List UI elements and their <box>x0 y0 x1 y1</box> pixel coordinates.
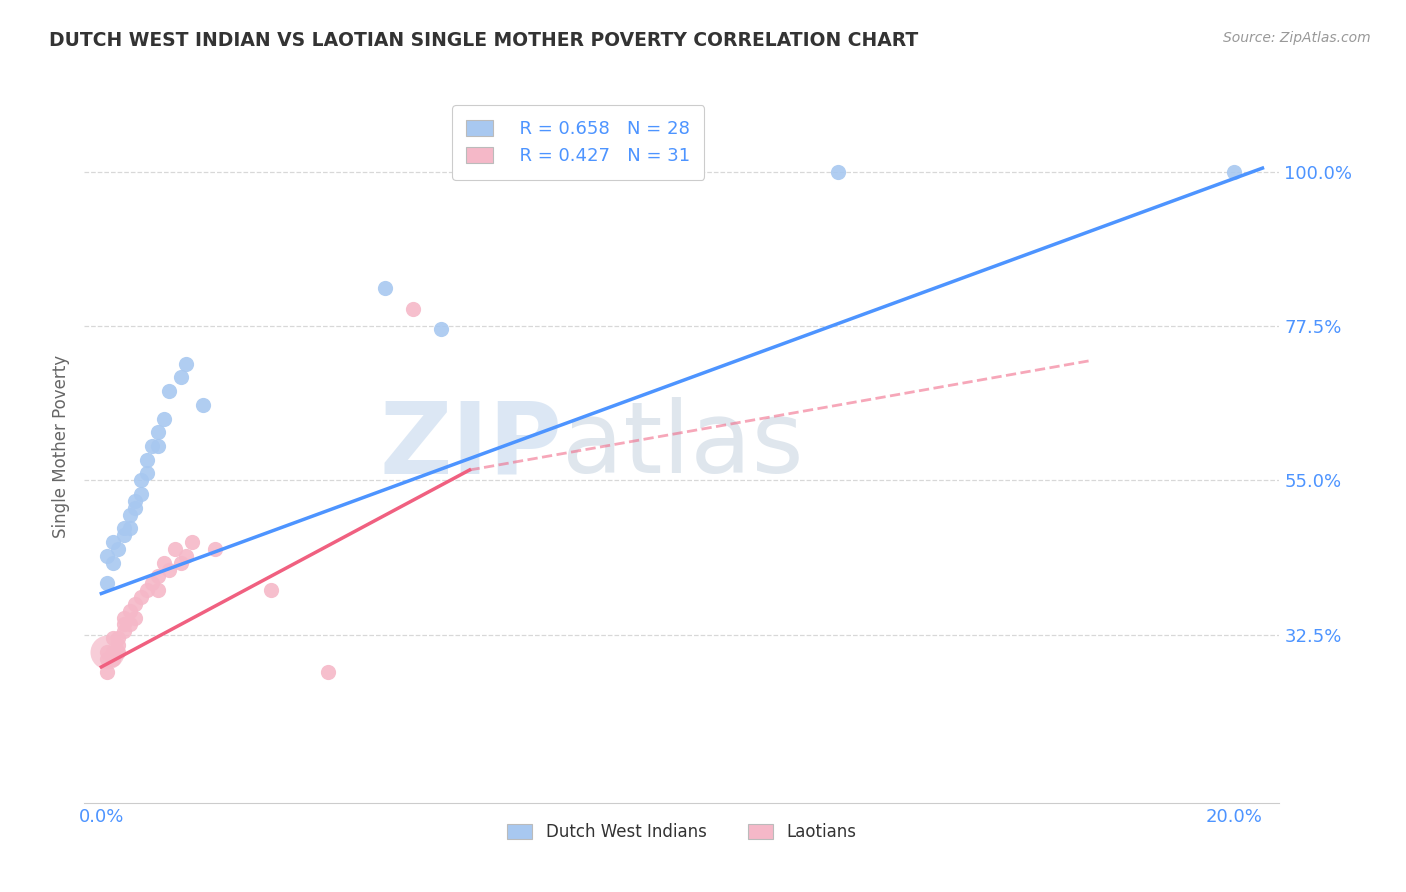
Text: ZIP: ZIP <box>380 398 562 494</box>
Point <box>260 583 283 598</box>
Point <box>316 665 339 680</box>
Point <box>1223 164 1246 178</box>
Point <box>101 631 124 645</box>
Point <box>157 562 180 576</box>
Text: Source: ZipAtlas.com: Source: ZipAtlas.com <box>1223 31 1371 45</box>
Point <box>146 425 169 440</box>
Point <box>112 610 135 624</box>
Point <box>118 508 141 522</box>
Point <box>112 521 135 535</box>
Point <box>135 452 157 467</box>
Point <box>157 384 180 398</box>
Point <box>657 164 679 178</box>
Point <box>129 590 152 604</box>
Point <box>146 439 169 453</box>
Point <box>107 645 129 659</box>
Point <box>146 569 169 583</box>
Point <box>96 645 118 659</box>
Point <box>96 645 118 659</box>
Point <box>152 411 174 425</box>
Point <box>124 494 146 508</box>
Point <box>101 645 124 659</box>
Point <box>827 164 849 178</box>
Point <box>107 631 129 645</box>
Point <box>204 541 226 556</box>
Point <box>112 624 135 639</box>
Point <box>118 521 141 535</box>
Point <box>402 301 425 316</box>
Point <box>112 617 135 632</box>
Point <box>129 473 152 487</box>
Point <box>107 541 129 556</box>
Point <box>193 398 215 412</box>
Point <box>118 617 141 632</box>
Point <box>96 549 118 563</box>
Point <box>124 500 146 515</box>
Point <box>176 549 198 563</box>
Point <box>176 357 198 371</box>
Point <box>141 576 163 591</box>
Point <box>118 604 141 618</box>
Y-axis label: Single Mother Poverty: Single Mother Poverty <box>52 354 70 538</box>
Point <box>96 651 118 665</box>
Point <box>124 597 146 611</box>
Point <box>169 370 191 384</box>
Point <box>107 638 129 652</box>
Point <box>152 556 174 570</box>
Point <box>96 665 118 680</box>
Point <box>96 576 118 591</box>
Point <box>146 583 169 598</box>
Point <box>129 487 152 501</box>
Point <box>101 556 124 570</box>
Point <box>163 541 186 556</box>
Point <box>135 467 157 481</box>
Point <box>101 535 124 549</box>
Point <box>169 556 191 570</box>
Text: atlas: atlas <box>562 398 804 494</box>
Point <box>124 610 146 624</box>
Point <box>112 528 135 542</box>
Point <box>101 651 124 665</box>
Point <box>135 583 157 598</box>
Text: DUTCH WEST INDIAN VS LAOTIAN SINGLE MOTHER POVERTY CORRELATION CHART: DUTCH WEST INDIAN VS LAOTIAN SINGLE MOTH… <box>49 31 918 50</box>
Point <box>141 439 163 453</box>
Point <box>181 535 204 549</box>
Legend: Dutch West Indians, Laotians: Dutch West Indians, Laotians <box>501 817 863 848</box>
Point <box>374 281 396 295</box>
Point <box>430 322 453 336</box>
